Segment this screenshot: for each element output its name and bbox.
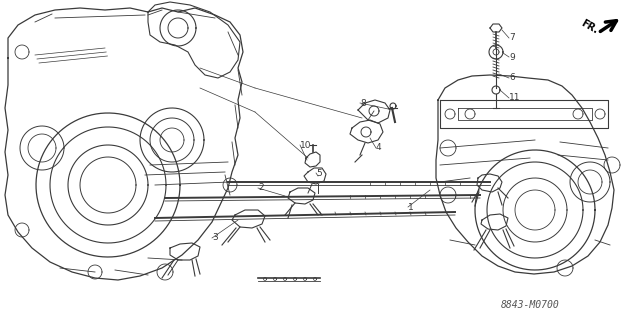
- Text: 10: 10: [300, 140, 312, 150]
- Text: 4: 4: [376, 144, 381, 152]
- Text: 6: 6: [509, 73, 515, 83]
- Text: 3: 3: [212, 234, 218, 242]
- Text: 8: 8: [360, 99, 365, 108]
- Text: FR.: FR.: [579, 18, 600, 36]
- Text: 7: 7: [509, 33, 515, 42]
- Text: 11: 11: [509, 93, 520, 102]
- Text: 5: 5: [316, 168, 322, 177]
- Text: 2: 2: [258, 183, 264, 192]
- Text: 9: 9: [509, 53, 515, 62]
- Text: 8843-M0700: 8843-M0700: [500, 300, 559, 310]
- Text: 1: 1: [408, 203, 413, 211]
